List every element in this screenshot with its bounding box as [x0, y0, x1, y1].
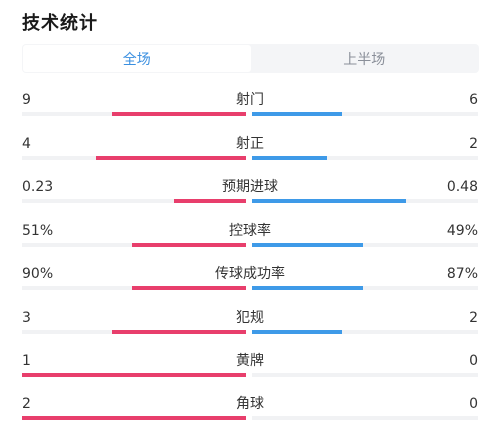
away-bar-track: [252, 330, 478, 334]
stat-label: 角球: [236, 396, 264, 412]
stat-row-shots-on-target: 4 射正 2: [0, 136, 500, 166]
away-bar-track: [252, 373, 478, 377]
home-bar-track: [22, 286, 246, 290]
stat-row-possession: 51% 控球率 49%: [0, 223, 500, 253]
stat-label: 黄牌: [236, 353, 264, 369]
stat-label: 犯规: [236, 310, 264, 326]
stat-label: 传球成功率: [215, 266, 285, 282]
away-value: 87%: [446, 266, 478, 282]
away-value: 2: [469, 310, 478, 326]
stat-label: 射门: [236, 92, 264, 108]
away-bar-track: [252, 156, 478, 160]
away-bar: [252, 199, 406, 203]
away-bar-track: [252, 416, 478, 420]
away-bar: [252, 156, 327, 160]
stat-row-corners: 2 角球 0: [0, 396, 500, 426]
stat-row-pass-accuracy: 90% 传球成功率 87%: [0, 266, 500, 296]
home-value: 9: [22, 92, 31, 108]
stat-row-shots: 9 射门 6: [0, 92, 500, 122]
home-value: 1: [22, 353, 31, 369]
stat-row-fouls: 3 犯规 2: [0, 310, 500, 340]
stat-label: 射正: [236, 136, 264, 152]
home-bar-track: [22, 199, 246, 203]
home-bar: [22, 373, 246, 377]
home-bar-track: [22, 156, 246, 160]
away-value: 0.48: [446, 179, 478, 195]
home-value: 2: [22, 396, 31, 412]
home-bar: [131, 286, 246, 290]
home-bar: [174, 199, 246, 203]
home-bar-track: [22, 373, 246, 377]
away-value: 6: [469, 92, 478, 108]
tab-full-match[interactable]: 全场: [23, 45, 251, 72]
home-value: 4: [22, 136, 31, 152]
tab-first-half[interactable]: 上半场: [343, 51, 386, 68]
home-bar-track: [22, 112, 246, 116]
away-bar-track: [252, 199, 478, 203]
away-bar: [252, 286, 363, 290]
stat-row-yellow-cards: 1 黄牌 0: [0, 353, 500, 383]
away-bar-track: [252, 112, 478, 116]
away-value: 2: [469, 136, 478, 152]
away-bar-track: [252, 286, 478, 290]
stat-label: 预期进球: [222, 179, 278, 195]
home-bar-track: [22, 243, 246, 247]
home-bar: [95, 156, 246, 160]
home-value: 90%: [22, 266, 54, 282]
home-bar: [111, 112, 246, 116]
away-bar: [252, 112, 343, 116]
home-bar-track: [22, 330, 246, 334]
stat-row-expected-goals: 0.23 预期进球 0.48: [0, 179, 500, 209]
home-bar-track: [22, 416, 246, 420]
home-bar: [111, 330, 246, 334]
period-tabs: 全场 上半场: [22, 44, 479, 73]
home-value: 3: [22, 310, 31, 326]
away-value: 0: [469, 353, 478, 369]
away-bar: [252, 243, 363, 247]
away-bar: [252, 330, 343, 334]
home-value: 0.23: [22, 179, 54, 195]
away-value: 49%: [446, 223, 478, 239]
stat-label: 控球率: [229, 223, 271, 239]
home-bar: [22, 416, 246, 420]
away-bar-track: [252, 243, 478, 247]
away-value: 0: [469, 396, 478, 412]
home-bar: [131, 243, 246, 247]
home-value: 51%: [22, 223, 54, 239]
page-title: 技术统计: [22, 13, 98, 34]
